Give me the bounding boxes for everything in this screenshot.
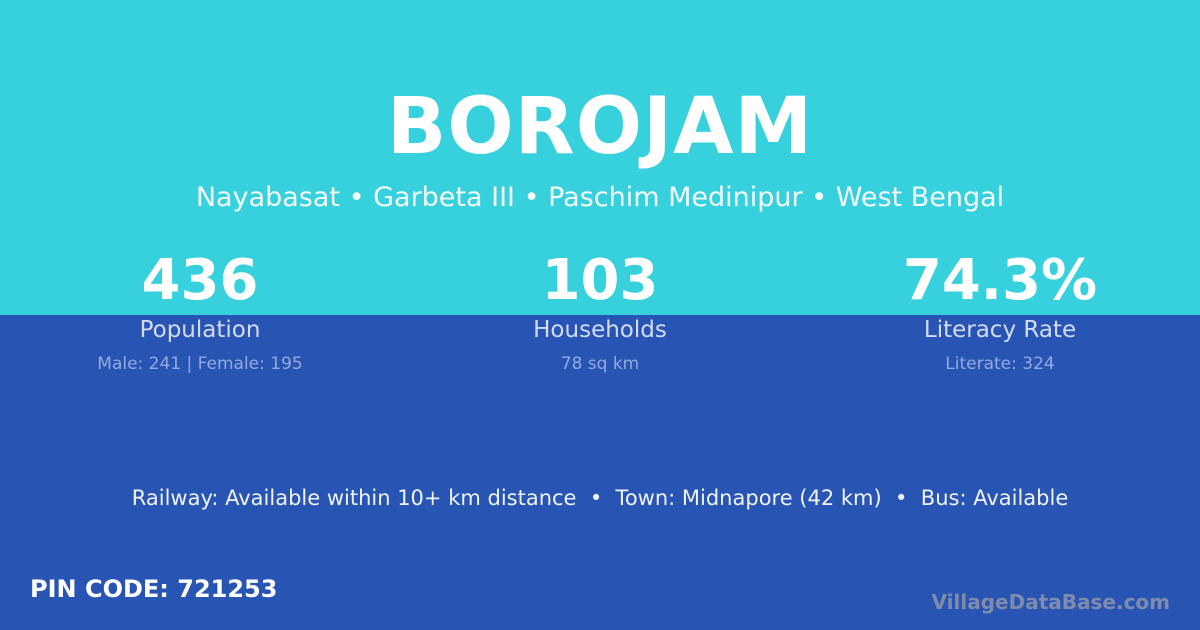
stat-households: 103 Households 78 sq km — [400, 248, 800, 374]
village-name: BOROJAM — [386, 82, 814, 172]
stat-label: Population — [139, 317, 261, 343]
stat-value: 436 — [141, 248, 259, 313]
stat-detail: Male: 241 | Female: 195 — [97, 354, 303, 374]
stat-detail: Literate: 324 — [945, 354, 1055, 374]
stat-detail: 78 sq km — [560, 354, 640, 374]
location-breadcrumb: Nayabasat • Garbeta III • Paschim Medini… — [195, 182, 1005, 213]
stat-literacy: 74.3% Literacy Rate Literate: 324 — [800, 248, 1200, 374]
stat-value: 74.3% — [902, 248, 1098, 313]
stat-label: Households — [533, 317, 667, 343]
brand-watermark: VillageDataBase.com — [931, 590, 1170, 614]
header-band — [0, 0, 1200, 315]
stat-label: Literacy Rate — [923, 317, 1077, 343]
stat-population: 436 Population Male: 241 | Female: 195 — [0, 248, 400, 374]
stat-value: 103 — [541, 248, 659, 313]
transport-info: Railway: Available within 10+ km distanc… — [131, 486, 1069, 510]
pin-code: PIN CODE: 721253 — [30, 575, 278, 603]
